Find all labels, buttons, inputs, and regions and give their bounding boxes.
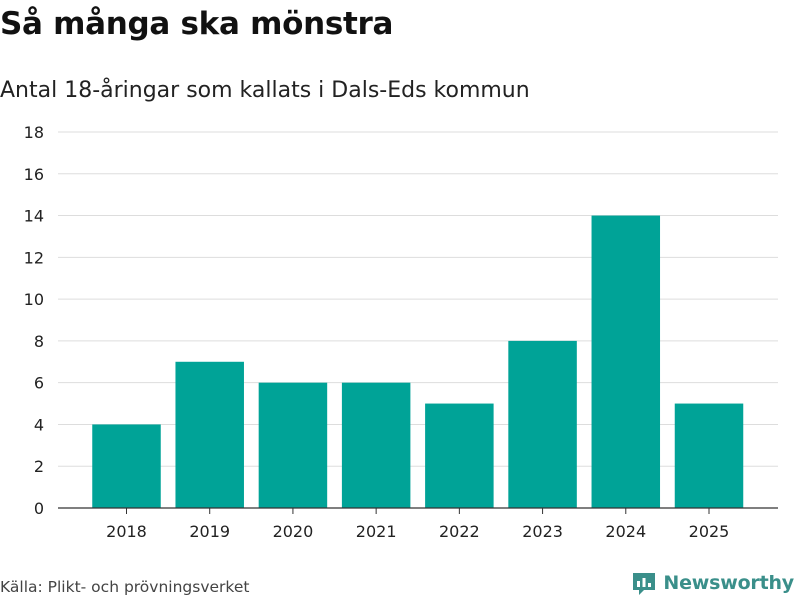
- bar-2023[interactable]: [508, 340, 577, 508]
- brand-name: Newsworthy: [663, 572, 794, 594]
- bar-2021[interactable]: [341, 382, 411, 508]
- chart-subtitle: Antal 18-åringar som kallats i Dals-Eds …: [0, 78, 530, 103]
- x-tick-label: 2025: [689, 522, 730, 541]
- bar-2019[interactable]: [175, 361, 244, 508]
- x-tick-label: 2023: [522, 522, 563, 541]
- y-tick-label: 16: [24, 165, 44, 184]
- y-tick-label: 2: [34, 457, 44, 476]
- y-tick-label: 4: [34, 415, 44, 434]
- bar-2018[interactable]: [92, 424, 161, 508]
- brand-logo[interactable]: Newsworthy: [631, 570, 794, 596]
- x-tick-label: 2018: [106, 522, 147, 541]
- x-tick-label: 2019: [189, 522, 230, 541]
- y-tick-label: 0: [34, 499, 44, 518]
- bars: [92, 215, 744, 509]
- x-tick-label: 2021: [356, 522, 397, 541]
- y-tick-label: 12: [24, 248, 44, 267]
- y-tick-label: 10: [24, 290, 44, 309]
- y-tick-label: 6: [34, 374, 44, 393]
- x-tick-label: 2024: [605, 522, 646, 541]
- chart-title: Så många ska mönstra: [0, 6, 394, 42]
- bar-2024[interactable]: [591, 215, 661, 509]
- x-tick-label: 2022: [439, 522, 480, 541]
- bar-2022[interactable]: [425, 403, 494, 508]
- x-tick-label: 2020: [273, 522, 314, 541]
- y-tick-label: 14: [24, 207, 44, 226]
- y-tick-label: 8: [34, 332, 44, 351]
- source-note: Källa: Plikt- och prövningsverket: [0, 578, 250, 596]
- x-axis-ticks: 2018 2019 2020 2021 2022 2023 2024 2025: [106, 508, 729, 541]
- newsworthy-logo-icon: [633, 573, 656, 595]
- bar-chart: 0 2 4 6 8 10 12 14 16 18 2018 2019 2020 2021 2022 2023…: [24, 123, 778, 541]
- bar-2020[interactable]: [258, 382, 328, 508]
- y-tick-label: 18: [24, 123, 44, 142]
- bar-2025[interactable]: [674, 403, 744, 508]
- gridlines: [58, 131, 778, 467]
- y-axis-ticks: 0 2 4 6 8 10 12 14 16 18: [24, 123, 44, 518]
